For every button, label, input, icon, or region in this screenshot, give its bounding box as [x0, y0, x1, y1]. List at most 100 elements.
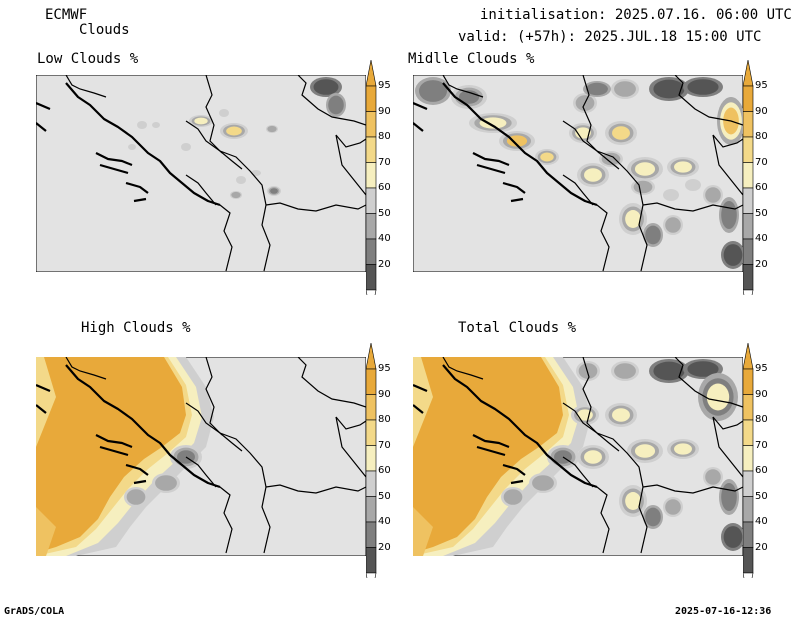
border-line	[185, 174, 217, 206]
border-line	[335, 416, 366, 478]
border-line	[185, 456, 217, 488]
border-line	[442, 75, 484, 98]
coastline	[65, 82, 221, 207]
border-line	[265, 484, 366, 494]
border-line	[185, 120, 243, 170]
border-line	[638, 204, 648, 272]
colorbar-level-label: 40	[755, 516, 768, 527]
border-line	[297, 75, 366, 126]
border-line	[638, 486, 648, 554]
border-line	[65, 357, 107, 380]
colorbar-level-label: 40	[755, 233, 768, 244]
colorbar-level-label: 70	[755, 439, 768, 451]
island	[476, 163, 506, 175]
colorbar-graphic	[366, 60, 377, 295]
border-line	[712, 134, 743, 196]
panel-title-low: Low Clouds %	[37, 51, 139, 67]
border-line	[674, 75, 743, 126]
colorbar-level-label: 70	[755, 156, 768, 168]
island	[413, 101, 428, 111]
border-line	[582, 357, 600, 436]
border-line	[712, 134, 743, 148]
colorbar-level-label: 50	[378, 490, 391, 502]
island	[36, 122, 47, 132]
border-line	[205, 357, 223, 436]
border-line	[261, 204, 271, 272]
coastline	[442, 82, 598, 207]
init-time: initialisation: 2025.07.16. 06:00 UTC	[480, 7, 792, 23]
island	[125, 181, 149, 194]
border-line	[712, 416, 743, 430]
colorbar-graphic	[743, 60, 754, 295]
model-name: ECMWF	[45, 7, 88, 23]
island	[36, 383, 51, 393]
border-line	[674, 357, 743, 408]
island	[510, 479, 524, 485]
island	[510, 197, 524, 203]
island	[133, 197, 147, 203]
island	[99, 445, 129, 457]
colorbar-level-label: 50	[755, 207, 768, 219]
border-line	[596, 432, 644, 488]
colorbar-level-label: 90	[755, 388, 768, 400]
colorbar-level-label: 20	[755, 258, 768, 270]
border-line	[562, 402, 620, 452]
map-mid	[413, 75, 743, 272]
island	[472, 152, 510, 167]
colorbar-level-label: 70	[378, 439, 391, 451]
border-line	[219, 204, 233, 272]
island	[95, 152, 133, 167]
colorbar-level-label: 95	[755, 363, 768, 374]
border-line	[219, 150, 267, 206]
map-high	[36, 357, 366, 556]
colorbar-level-label: 60	[755, 182, 768, 193]
colorbar-level-label: 90	[755, 105, 768, 117]
border-line	[335, 134, 366, 196]
panel-title-high: High Clouds %	[81, 320, 191, 336]
island	[502, 463, 526, 476]
island	[95, 434, 133, 449]
border-line	[642, 202, 743, 212]
border-line	[596, 486, 610, 554]
colorbar-graphic	[366, 343, 377, 578]
island	[502, 181, 526, 194]
border-line	[335, 134, 366, 148]
colorbar-level-label: 95	[378, 80, 391, 91]
island	[36, 101, 51, 111]
colorbar-level-label: 90	[378, 105, 391, 117]
border-line	[219, 432, 267, 488]
border-line	[562, 174, 594, 206]
island	[472, 434, 510, 449]
colorbar-level-label: 95	[755, 80, 768, 91]
border-line	[205, 75, 223, 154]
border-line	[712, 416, 743, 478]
colorbar-level-label: 20	[378, 541, 391, 553]
border-line	[562, 120, 620, 170]
island	[413, 122, 424, 132]
field-name: Clouds	[79, 22, 130, 38]
valid-time: valid: (+57h): 2025.JUL.18 15:00 UTC	[458, 29, 762, 45]
colorbar-level-label: 80	[378, 131, 391, 142]
border-line	[596, 150, 644, 206]
border-line	[642, 484, 743, 494]
border-line	[335, 416, 366, 430]
colorbar-level-label: 80	[755, 131, 768, 142]
island	[36, 404, 47, 414]
colorbar-graphic	[743, 343, 754, 578]
border-line	[219, 486, 233, 554]
colorbar-level-label: 20	[378, 258, 391, 270]
island	[133, 479, 147, 485]
coastline	[442, 364, 598, 489]
panel-title-mid: Midlle Clouds %	[408, 51, 535, 67]
footer-timestamp: 2025-07-16-12:36	[675, 606, 772, 617]
colorbar-level-label: 60	[378, 182, 391, 193]
island	[476, 445, 506, 457]
colorbar-level-label: 80	[378, 414, 391, 425]
colorbar-level-label: 20	[755, 541, 768, 553]
colorbar-level-label: 60	[378, 465, 391, 476]
map-total	[413, 357, 743, 556]
colorbar-level-label: 95	[378, 363, 391, 374]
island	[413, 383, 428, 393]
panel-title-total: Total Clouds %	[458, 320, 577, 336]
border-line	[261, 486, 271, 554]
